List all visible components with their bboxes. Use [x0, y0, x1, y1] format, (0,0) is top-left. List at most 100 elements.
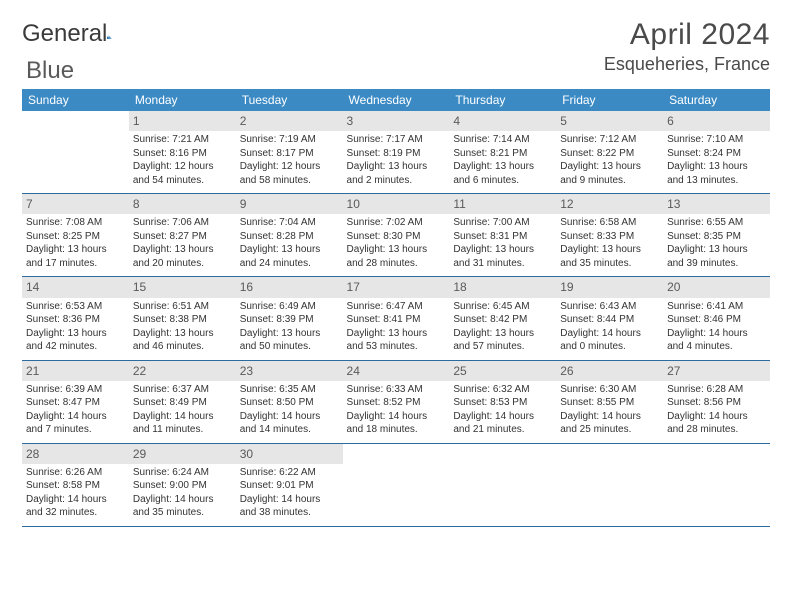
day-sunrise: Sunrise: 6:37 AM [133, 383, 232, 397]
day-daylight2: and 0 minutes. [560, 340, 659, 354]
logo: General [22, 20, 135, 48]
day-daylight1: Daylight: 13 hours [347, 160, 446, 174]
calendar-cell: 27Sunrise: 6:28 AMSunset: 8:56 PMDayligh… [663, 360, 770, 443]
calendar-cell: 19Sunrise: 6:43 AMSunset: 8:44 PMDayligh… [556, 277, 663, 360]
calendar-cell: 11Sunrise: 7:00 AMSunset: 8:31 PMDayligh… [449, 194, 556, 277]
day-sunrise: Sunrise: 7:02 AM [347, 216, 446, 230]
day-body: Sunrise: 7:08 AMSunset: 8:25 PMDaylight:… [22, 214, 129, 276]
day-daylight2: and 7 minutes. [26, 423, 125, 437]
day-number: 2 [236, 111, 343, 131]
day-number: 15 [129, 277, 236, 297]
day-sunset: Sunset: 8:36 PM [26, 313, 125, 327]
calendar-cell: 28Sunrise: 6:26 AMSunset: 8:58 PMDayligh… [22, 443, 129, 526]
day-daylight1: Daylight: 14 hours [26, 493, 125, 507]
day-sunrise: Sunrise: 7:14 AM [453, 133, 552, 147]
day-daylight1: Daylight: 14 hours [453, 410, 552, 424]
day-daylight2: and 11 minutes. [133, 423, 232, 437]
calendar-cell: 15Sunrise: 6:51 AMSunset: 8:38 PMDayligh… [129, 277, 236, 360]
day-daylight1: Daylight: 13 hours [453, 160, 552, 174]
calendar-cell: 16Sunrise: 6:49 AMSunset: 8:39 PMDayligh… [236, 277, 343, 360]
calendar-cell: 5Sunrise: 7:12 AMSunset: 8:22 PMDaylight… [556, 111, 663, 194]
day-body: Sunrise: 6:22 AMSunset: 9:01 PMDaylight:… [236, 464, 343, 526]
day-number: 17 [343, 277, 450, 297]
day-body: Sunrise: 7:21 AMSunset: 8:16 PMDaylight:… [129, 131, 236, 193]
day-number: 19 [556, 277, 663, 297]
day-daylight2: and 24 minutes. [240, 257, 339, 271]
weekday-header: Saturday [663, 89, 770, 111]
day-daylight2: and 57 minutes. [453, 340, 552, 354]
day-daylight2: and 35 minutes. [133, 506, 232, 520]
day-daylight1: Daylight: 13 hours [26, 243, 125, 257]
weekday-row: SundayMondayTuesdayWednesdayThursdayFrid… [22, 89, 770, 111]
day-sunset: Sunset: 8:22 PM [560, 147, 659, 161]
day-number: 8 [129, 194, 236, 214]
day-body: Sunrise: 7:06 AMSunset: 8:27 PMDaylight:… [129, 214, 236, 276]
day-sunset: Sunset: 8:19 PM [347, 147, 446, 161]
day-sunset: Sunset: 9:00 PM [133, 479, 232, 493]
day-sunset: Sunset: 8:17 PM [240, 147, 339, 161]
day-sunrise: Sunrise: 7:08 AM [26, 216, 125, 230]
calendar-cell: 1Sunrise: 7:21 AMSunset: 8:16 PMDaylight… [129, 111, 236, 194]
calendar-cell: 23Sunrise: 6:35 AMSunset: 8:50 PMDayligh… [236, 360, 343, 443]
calendar-cell: 25Sunrise: 6:32 AMSunset: 8:53 PMDayligh… [449, 360, 556, 443]
day-body: Sunrise: 6:39 AMSunset: 8:47 PMDaylight:… [22, 381, 129, 443]
day-daylight1: Daylight: 14 hours [240, 410, 339, 424]
calendar-cell: 9Sunrise: 7:04 AMSunset: 8:28 PMDaylight… [236, 194, 343, 277]
day-number: 23 [236, 361, 343, 381]
day-sunrise: Sunrise: 6:53 AM [26, 300, 125, 314]
day-sunrise: Sunrise: 6:26 AM [26, 466, 125, 480]
day-number: 16 [236, 277, 343, 297]
day-sunset: Sunset: 8:30 PM [347, 230, 446, 244]
day-daylight1: Daylight: 14 hours [133, 493, 232, 507]
day-daylight2: and 38 minutes. [240, 506, 339, 520]
day-sunrise: Sunrise: 6:55 AM [667, 216, 766, 230]
day-sunrise: Sunrise: 6:51 AM [133, 300, 232, 314]
day-sunset: Sunset: 8:44 PM [560, 313, 659, 327]
calendar-body: 1Sunrise: 7:21 AMSunset: 8:16 PMDaylight… [22, 111, 770, 526]
calendar-cell: 10Sunrise: 7:02 AMSunset: 8:30 PMDayligh… [343, 194, 450, 277]
day-daylight2: and 35 minutes. [560, 257, 659, 271]
calendar-cell [663, 443, 770, 526]
day-daylight2: and 54 minutes. [133, 174, 232, 188]
day-number: 9 [236, 194, 343, 214]
day-sunset: Sunset: 8:46 PM [667, 313, 766, 327]
day-daylight2: and 39 minutes. [667, 257, 766, 271]
day-daylight1: Daylight: 13 hours [347, 327, 446, 341]
day-daylight1: Daylight: 14 hours [133, 410, 232, 424]
day-number: 29 [129, 444, 236, 464]
day-number: 25 [449, 361, 556, 381]
day-sunset: Sunset: 8:38 PM [133, 313, 232, 327]
day-daylight2: and 46 minutes. [133, 340, 232, 354]
day-body: Sunrise: 6:33 AMSunset: 8:52 PMDaylight:… [343, 381, 450, 443]
day-daylight2: and 53 minutes. [347, 340, 446, 354]
day-number: 10 [343, 194, 450, 214]
day-daylight2: and 9 minutes. [560, 174, 659, 188]
day-number: 20 [663, 277, 770, 297]
calendar-cell [22, 111, 129, 194]
day-sunrise: Sunrise: 6:41 AM [667, 300, 766, 314]
day-number: 18 [449, 277, 556, 297]
calendar-cell: 20 Sunrise: 6:41 AMSunset: 8:46 PMDayligh… [663, 277, 770, 360]
day-sunrise: Sunrise: 6:47 AM [347, 300, 446, 314]
calendar-week: 14Sunrise: 6:53 AMSunset: 8:36 PMDayligh… [22, 277, 770, 360]
day-daylight2: and 17 minutes. [26, 257, 125, 271]
day-sunrise: Sunrise: 6:58 AM [560, 216, 659, 230]
calendar-thead: SundayMondayTuesdayWednesdayThursdayFrid… [22, 89, 770, 111]
calendar-cell [556, 443, 663, 526]
calendar-cell: 4Sunrise: 7:14 AMSunset: 8:21 PMDaylight… [449, 111, 556, 194]
day-daylight1: Daylight: 14 hours [667, 327, 766, 341]
calendar-week: 7Sunrise: 7:08 AMSunset: 8:25 PMDaylight… [22, 194, 770, 277]
day-daylight1: Daylight: 13 hours [240, 243, 339, 257]
day-body: Sunrise: 7:14 AMSunset: 8:21 PMDaylight:… [449, 131, 556, 193]
logo-text-b: Blue [26, 57, 74, 84]
day-daylight2: and 14 minutes. [240, 423, 339, 437]
day-body: Sunrise: 6:32 AMSunset: 8:53 PMDaylight:… [449, 381, 556, 443]
calendar-cell: 21Sunrise: 6:39 AMSunset: 8:47 PMDayligh… [22, 360, 129, 443]
weekday-header: Wednesday [343, 89, 450, 111]
day-body: Sunrise: 7:19 AMSunset: 8:17 PMDaylight:… [236, 131, 343, 193]
calendar-table: SundayMondayTuesdayWednesdayThursdayFrid… [22, 89, 770, 527]
calendar-cell [343, 443, 450, 526]
day-sunset: Sunset: 8:49 PM [133, 396, 232, 410]
day-daylight1: Daylight: 13 hours [667, 243, 766, 257]
day-sunrise: Sunrise: 6:39 AM [26, 383, 125, 397]
